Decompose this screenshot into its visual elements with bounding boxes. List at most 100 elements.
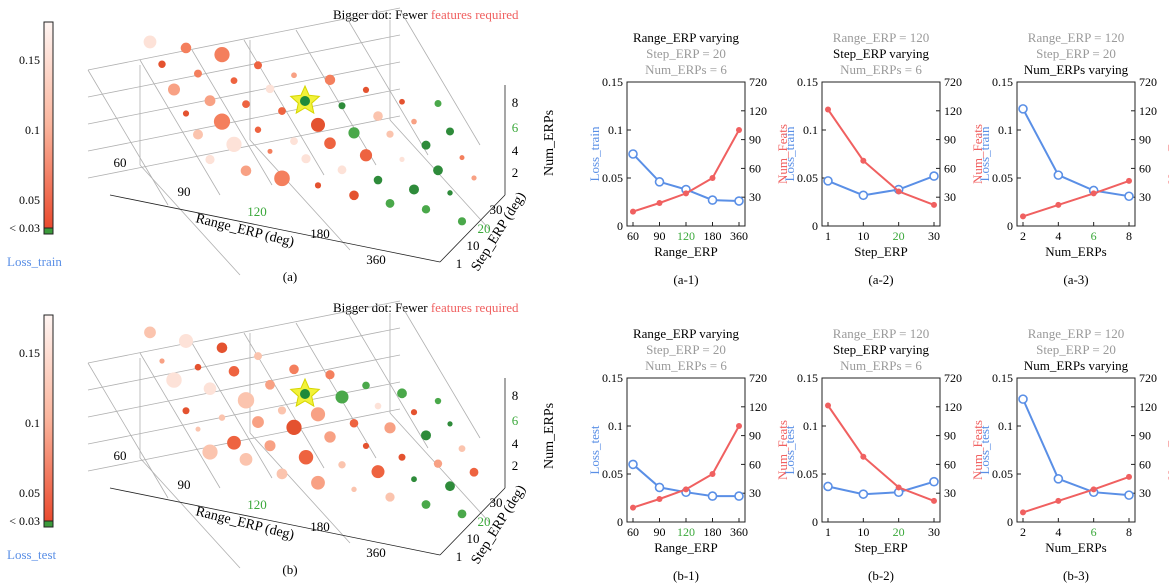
series-point-Loss_test [707,491,718,501]
x-tick-label: 360 [730,525,748,539]
x-axis-title: Num_ERPs [1045,540,1106,555]
right-tick-label: 90 [749,429,761,443]
chart-header-line: Range_ERP = 120 [1028,326,1124,341]
left-tick-label: 0.15 [797,371,818,385]
y-axis-line [439,194,506,263]
size-legend-note: Bigger dot: Fewer features required [333,300,519,315]
colorbar-title: Loss_train [7,254,62,269]
chart-header-line: Num_ERPs = 6 [840,358,922,373]
x-tick-label: 4 [1055,229,1061,243]
bubble [447,421,453,427]
bubble [311,117,325,132]
panel-caption: (a) [283,269,297,284]
z-tick-label: 2 [512,458,519,473]
bubble [459,155,465,161]
right-tick-label: 30 [749,486,761,500]
x-tick-label: 360 [730,229,748,243]
bubble [291,72,297,79]
bubble [289,364,299,375]
left-tick-label: 0.05 [797,171,818,185]
grid-line [389,119,491,231]
x-tick-label: 1 [825,229,831,243]
bubble [301,154,311,164]
plot-frame [821,377,941,523]
bubble [421,430,431,441]
series-point-Num_Feats [709,471,716,477]
series-point-Num_Feats [1055,497,1062,504]
highlight-point [300,389,310,399]
z-tick-label: 4 [512,436,519,451]
left-tick-label: 0 [1007,219,1013,233]
bubble [348,127,360,139]
series-point-Loss_test [1018,394,1028,404]
series-line-Loss_test [827,480,935,496]
bubble [384,422,396,434]
bubble [158,60,166,68]
plot-frame [1016,377,1136,523]
bubble [254,126,262,133]
series-point-Num_Feats [736,423,742,429]
z-axis-title: Num_ERPs [542,403,557,469]
left-tick-label: 0.15 [602,371,623,385]
grid-line [139,352,221,489]
chart-header-line: Step_ERP varying [833,342,929,357]
colorbar-low-segment [43,520,54,528]
left-tick-label: 0.05 [797,467,818,481]
left-axis-title: Loss_train [977,126,992,181]
series-point-Loss_train [734,196,744,206]
bubble-layer [143,35,477,226]
bubble [264,440,276,452]
x-tick-label: 120 [247,204,267,219]
chart-header-line: Step_ERP = 20 [1036,342,1116,357]
chart-header-line: Step_ERP = 20 [646,342,726,357]
size-legend-note-red: features required [431,300,519,315]
bubble [193,129,203,140]
bubble [182,110,190,117]
chart-header-line: Num_ERPs = 6 [645,358,727,373]
right-tick-label: 120 [749,104,767,118]
x-tick-label: 1 [825,525,831,539]
grid-line [139,457,241,569]
bubble [434,397,442,405]
right-tick-label: 720 [1139,371,1157,385]
bubble [230,77,238,85]
left-tick-label: 0.1 [998,123,1013,137]
bubble [213,113,231,130]
bubble [410,409,418,416]
bubble [399,156,405,162]
right-tick-label: 60 [749,161,761,175]
bubble [254,352,262,361]
bubble [194,69,202,78]
series-line-Num_Feats [1022,179,1130,218]
right-axis-title: Num_Feats [970,124,985,184]
bubble [143,35,157,49]
x-axis-title: Range_ERP (deg) [194,211,296,250]
series-point-Loss_test [628,459,638,470]
x-tick-label: 120 [247,497,267,512]
series-point-Num_Feats [895,484,902,491]
right-tick-label: 120 [944,104,962,118]
y-tick-label: 20 [478,221,491,236]
series-point-Loss_test [858,489,869,499]
x-tick-label: 30 [928,229,940,243]
x-tick-label: 30 [928,525,940,539]
bubble [237,392,255,409]
colorbar-bar [43,314,54,522]
x-tick-label: 20 [893,525,905,539]
bubble [335,390,349,404]
bubble [337,165,347,175]
right-tick-label: 60 [944,457,956,471]
chart-header-line: Range_ERP = 120 [1028,30,1124,45]
size-legend-note: Bigger dot: Fewer features required [333,7,519,22]
bubble [182,407,190,415]
left-tick-label: 0.15 [992,371,1013,385]
colorbar-tick-label: 0.15 [19,346,40,360]
plot-frame [626,377,746,523]
bubble [239,452,253,466]
bubble [458,445,466,453]
series-point-Loss_test [1053,473,1064,484]
plot-frame [626,81,746,227]
bubble [194,363,202,371]
z-tick-label: 8 [512,388,519,403]
